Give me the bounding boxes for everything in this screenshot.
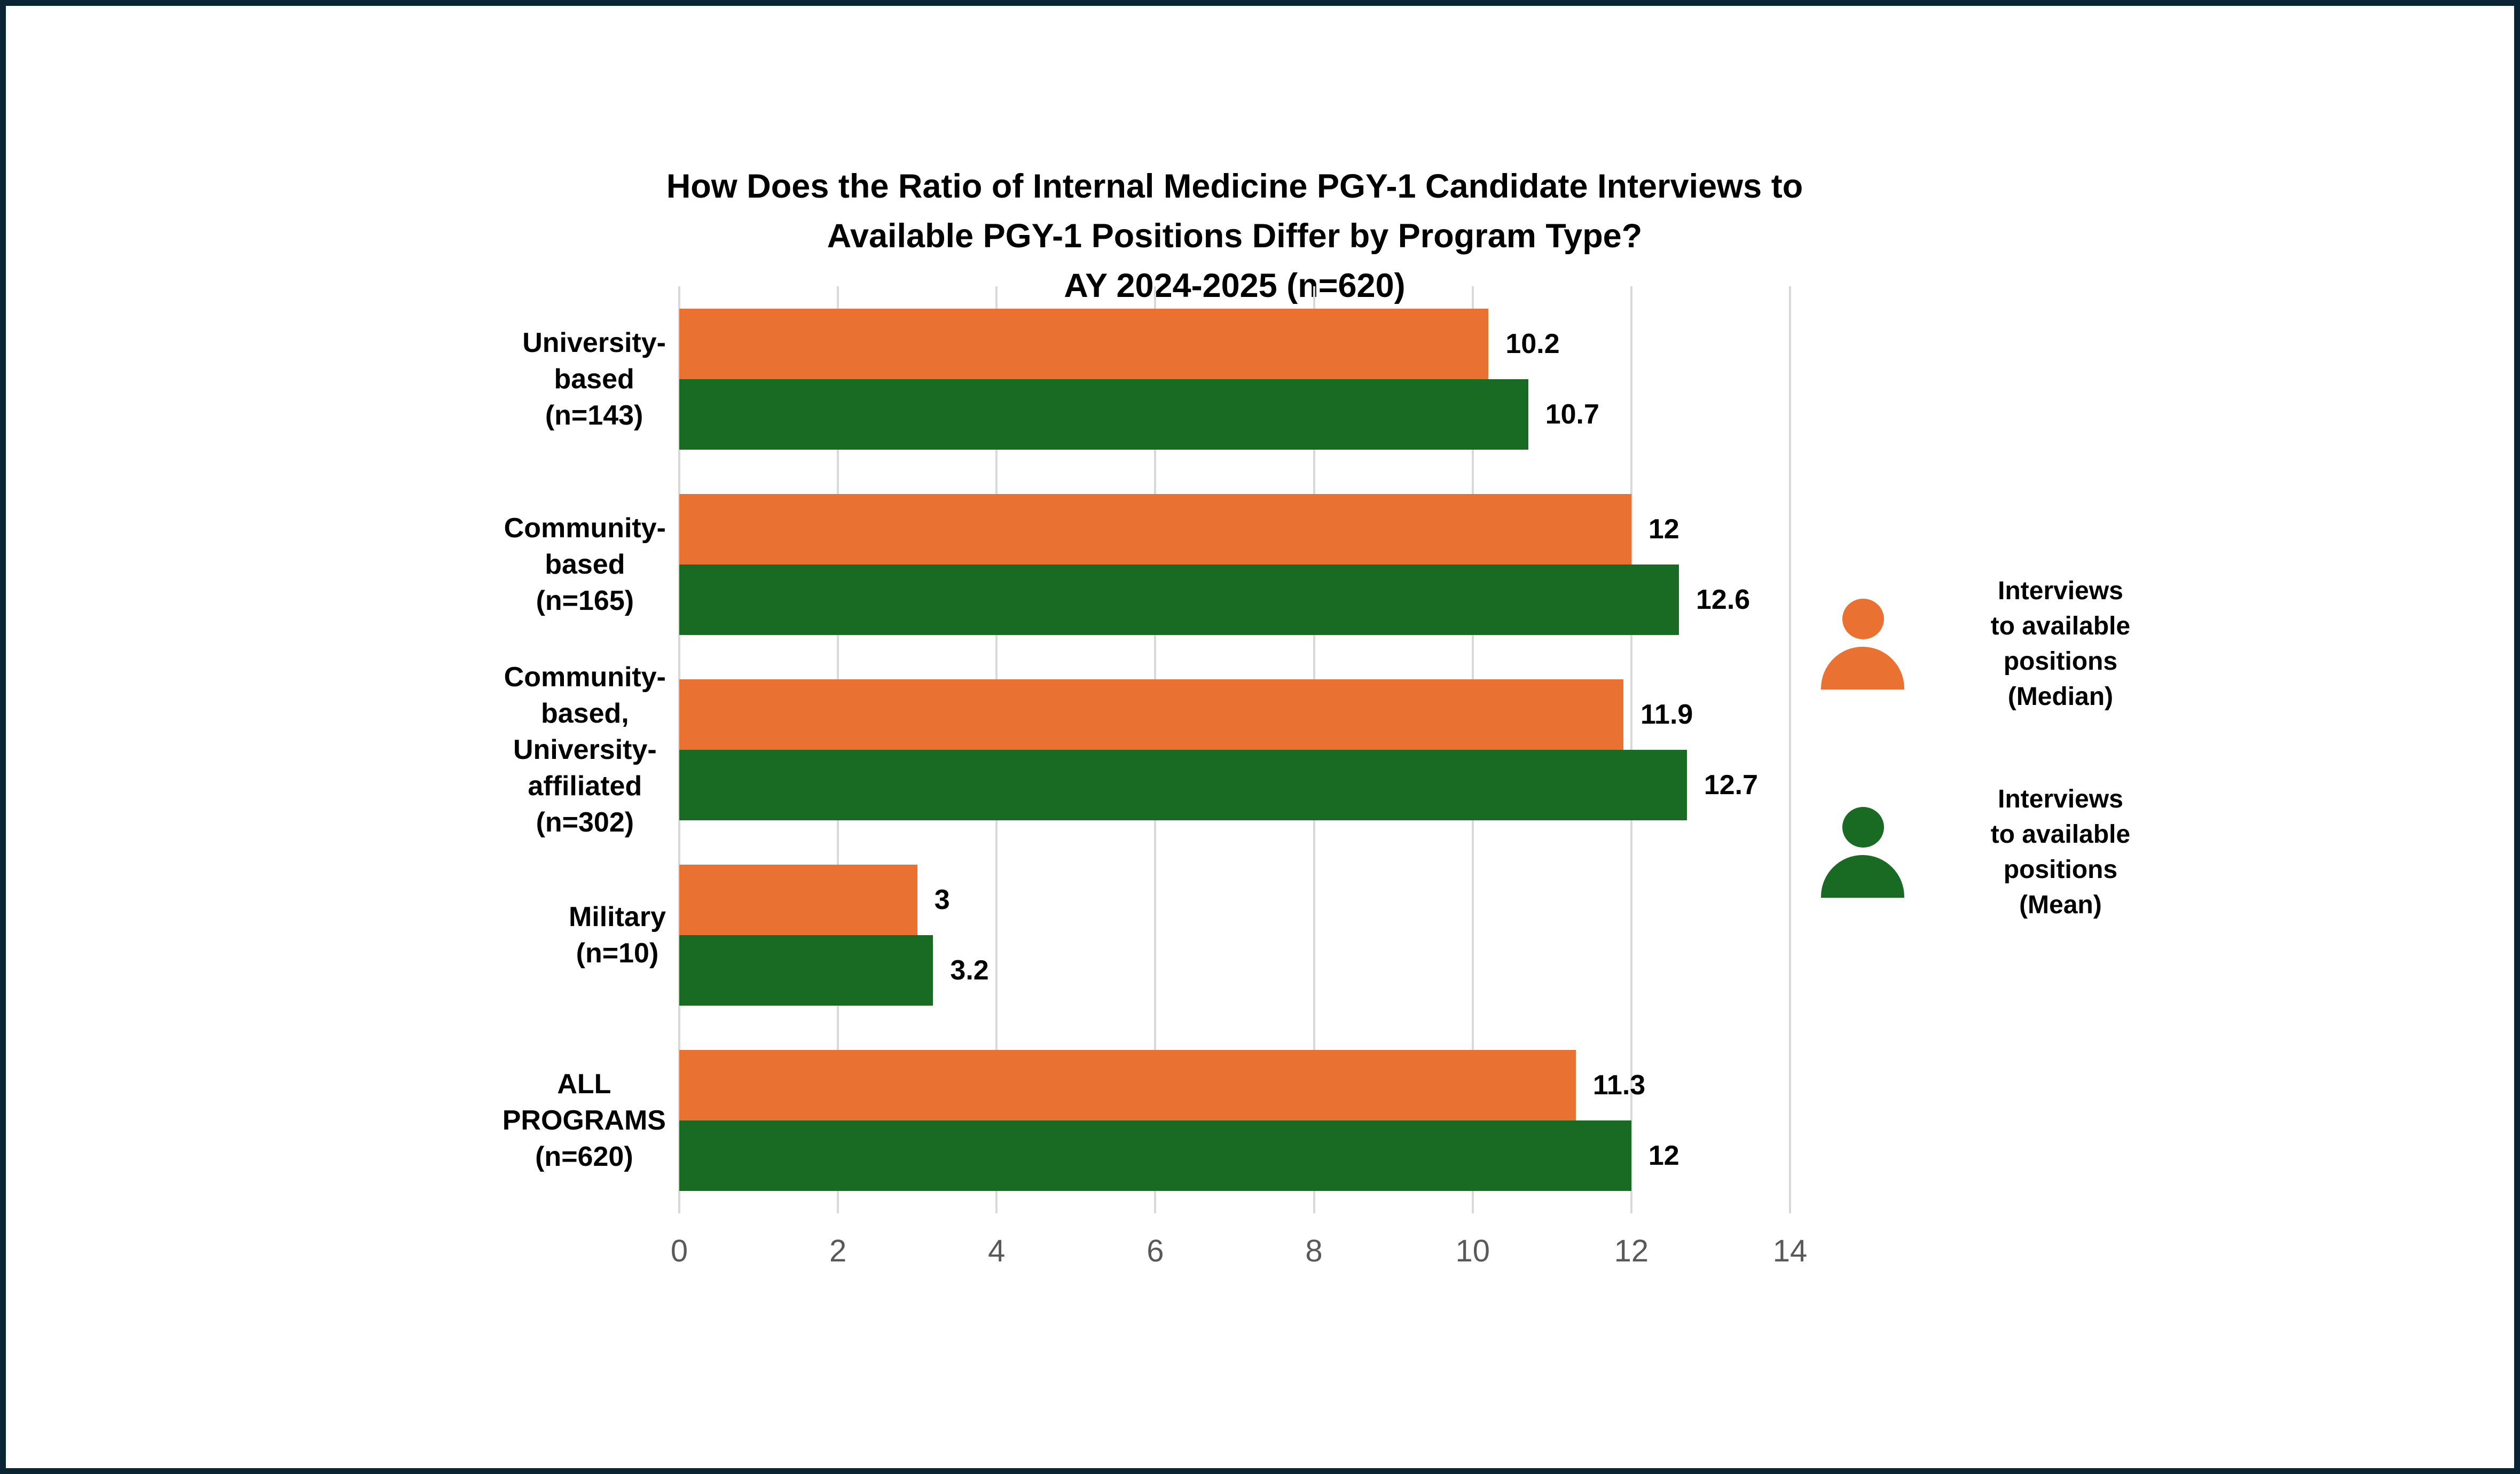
- bar-mean-university-based-n-143: [679, 379, 1528, 450]
- bar-mean-military-n-10: [679, 935, 933, 1006]
- bar-median-university-based-n-143: [679, 308, 1489, 379]
- person-head: [1842, 599, 1884, 639]
- bar-value-mean-all-programs-n-620: 12: [1648, 1140, 1679, 1172]
- x-tick-14: 14: [1772, 1234, 1808, 1268]
- bar-mean-all-programs-n-620: [679, 1120, 1631, 1191]
- category-label-military-n-10: Military (n=10): [568, 901, 666, 969]
- legend-item-median: Interviews to available positions (Median): [1819, 561, 2214, 727]
- bar-value-median-military-n-10: 3: [934, 884, 950, 916]
- bar-mean-community-based-n-165: [679, 564, 1679, 635]
- x-tick-12: 12: [1614, 1234, 1649, 1268]
- x-tick-10: 10: [1455, 1234, 1490, 1268]
- bar-median-community-based-n-165: [679, 493, 1631, 564]
- bar-value-mean-community-based-university-affiliated-n-302: 12.7: [1703, 770, 1758, 801]
- category-label-community-based-n-165: Community-based (n=165): [504, 512, 666, 616]
- person-icon-mean: [1819, 807, 1907, 898]
- chart-title-line-3: AY 2024-2025 (n=620): [1064, 267, 1406, 304]
- bar-value-median-university-based-n-143: 10.2: [1505, 328, 1560, 359]
- legend-item-mean: Interviews to available positions (Mean): [1819, 770, 2214, 935]
- bar-value-median-community-based-n-165: 12: [1648, 513, 1679, 545]
- category-label-university-based-n-143: University-based (n=143): [522, 327, 666, 431]
- chart-title: How Does the Ratio of Internal Medicine …: [626, 162, 1843, 311]
- category-label-all-programs-n-620: ALL PROGRAMS (n=620): [502, 1069, 666, 1173]
- category-axis: University-based (n=143) Community-based (n…: [113, 286, 679, 1213]
- person-icon-median: [1819, 599, 1907, 689]
- bar-median-all-programs-n-620: [679, 1050, 1576, 1121]
- plot-area: 10.2 10.7 12 12.6 11.9 12.7 3 3.2 11.3 12: [678, 286, 1791, 1213]
- bar-mean-community-based-university-affiliated-n-302: [679, 750, 1687, 820]
- x-tick-4: 4: [988, 1234, 1006, 1268]
- x-tick-6: 6: [1147, 1234, 1164, 1268]
- legend-label-median: Interviews to available positions (Median): [1990, 577, 2131, 711]
- category-label-community-based-university-affiliated-n-302: Community-based, University-affiliated (n=…: [504, 662, 666, 838]
- bar-value-median-all-programs-n-620: 11.3: [1592, 1070, 1646, 1101]
- x-tick-0: 0: [670, 1234, 688, 1268]
- bar-value-mean-university-based-n-143: 10.7: [1545, 398, 1599, 430]
- person-body: [1821, 647, 1904, 689]
- legend-label-mean: Interviews to available positions (Mean): [1990, 785, 2131, 919]
- chart-title-line-1: How Does the Ratio of Internal Medicine …: [666, 168, 1803, 205]
- gridline-14: [1789, 286, 1791, 1213]
- person-head: [1842, 807, 1884, 848]
- bar-median-community-based-university-affiliated-n-302: [679, 679, 1623, 750]
- bar-median-military-n-10: [679, 865, 917, 936]
- bar-value-mean-military-n-10: 3.2: [950, 955, 989, 986]
- person-body: [1821, 855, 1904, 898]
- x-tick-8: 8: [1305, 1234, 1323, 1268]
- chart-title-line-2: Available PGY-1 Positions Differ by Prog…: [827, 217, 1643, 255]
- bar-value-mean-community-based-n-165: 12.6: [1696, 584, 1750, 615]
- x-tick-2: 2: [829, 1234, 847, 1268]
- bar-value-median-community-based-university-affiliated-n-302: 11.9: [1640, 699, 1693, 730]
